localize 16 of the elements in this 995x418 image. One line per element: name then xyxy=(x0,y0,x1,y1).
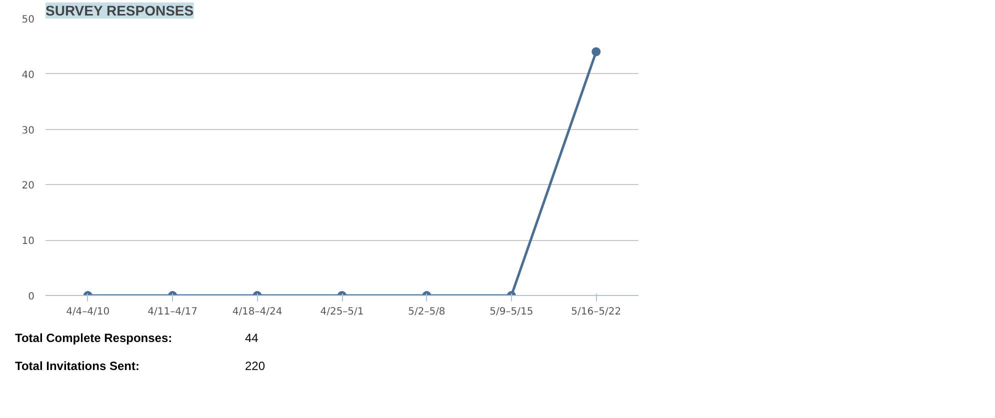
y-tick-label: 30 xyxy=(22,125,35,136)
x-tick-label: 4/11–4/17 xyxy=(148,306,198,318)
chart-title: SURVEY RESPONSES xyxy=(46,2,194,18)
y-tick-label: 50 xyxy=(22,14,35,26)
y-tick-label: 40 xyxy=(22,70,35,81)
text: Total Invitations Sent: 220 xyxy=(15,359,266,374)
y-tick-label: 10 xyxy=(22,236,35,248)
x-tick-label: 5/16–5/22 xyxy=(571,306,622,318)
x-tick-label: 4/4–4/10 xyxy=(66,306,110,318)
y-tick-label: 0 xyxy=(28,292,35,302)
x-tick-label: 4/18–4/24 xyxy=(232,306,282,318)
x-tick-label: 5/9–5/15 xyxy=(490,306,534,318)
x-tick-label: 4/25–5/1 xyxy=(320,306,364,318)
y-tick-label: 20 xyxy=(22,180,35,192)
text: Total Complete Responses: 44 xyxy=(15,331,258,346)
x-tick-label: 5/2–5/8 xyxy=(408,306,446,318)
